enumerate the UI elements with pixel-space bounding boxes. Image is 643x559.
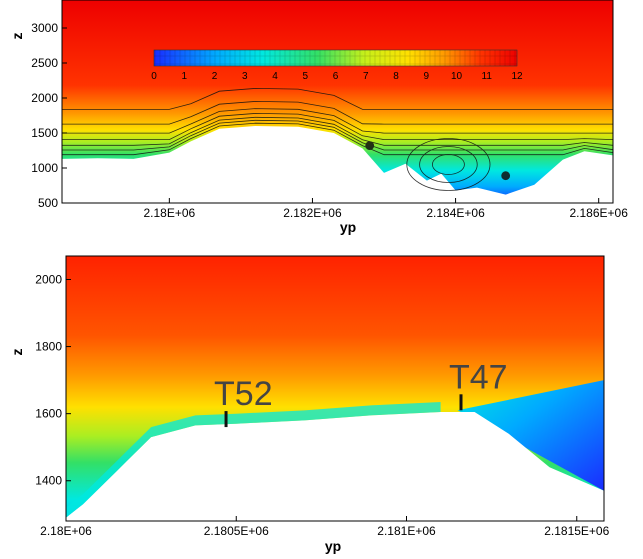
tower-label: T47 xyxy=(449,358,508,396)
streamline xyxy=(62,122,614,156)
top-y-axis-title: z xyxy=(9,33,25,40)
top-x-axis: 2.18E+06 2.182E+06 2.184E+06 2.186E+06 xyxy=(143,198,628,220)
bottom-y-tick-label: 1400 xyxy=(35,474,62,488)
colorbar-tick-label: 2 xyxy=(212,71,218,82)
top-y-tick-label: 3000 xyxy=(31,21,58,35)
streamline-eddy xyxy=(419,146,478,183)
colorbar-tick-label: 12 xyxy=(511,71,523,82)
bottom-annotations: T52 T47 xyxy=(66,358,508,518)
top-x-tick-label: 2.186E+06 xyxy=(569,206,628,220)
colorbar-tick-label: 1 xyxy=(181,71,187,82)
bottom-y-tick-label: 1800 xyxy=(35,340,62,354)
bottom-y-axis: 1400 1600 1800 2000 xyxy=(35,272,71,488)
colorbar-tick-label: 11 xyxy=(482,71,493,82)
top-y-tick-label: 2000 xyxy=(31,91,58,105)
top-streamlines xyxy=(62,87,614,191)
streamline xyxy=(62,108,613,134)
bottom-y-tick-label: 2000 xyxy=(35,272,62,286)
streamline xyxy=(62,100,613,125)
colorbar-tick-label: 0 xyxy=(151,71,157,82)
bottom-cyan-band xyxy=(66,402,441,518)
bottom-y-tick-label: 1600 xyxy=(35,407,62,421)
streamline-node xyxy=(501,171,511,181)
bottom-x-axis-title: yp xyxy=(325,538,341,554)
top-colorbar: 0 1 2 3 4 5 6 7 8 9 10 11 12 xyxy=(151,49,523,82)
top-terrain-mask xyxy=(62,126,613,203)
colorbar-tick-label: 3 xyxy=(242,71,248,82)
top-x-axis-title: yp xyxy=(340,219,356,235)
colorbar-tick-label: 7 xyxy=(363,71,369,82)
top-x-tick-label: 2.182E+06 xyxy=(283,206,342,220)
bottom-x-tick-label: 2.18E+06 xyxy=(40,524,92,538)
bottom-terrain-mask xyxy=(66,412,604,521)
top-y-axis: 500 1000 1500 2000 2500 3000 xyxy=(31,21,67,210)
top-y-tick-label: 1000 xyxy=(31,161,58,175)
colorbar-tick-label: 5 xyxy=(302,71,308,82)
top-colorbar-grid xyxy=(154,50,517,66)
streamline-eddy xyxy=(406,138,491,191)
bottom-blue-region xyxy=(457,380,604,491)
colorbar-tick-label: 6 xyxy=(333,71,339,82)
top-y-tick-label: 1500 xyxy=(31,126,58,140)
bottom-x-tick-label: 2.1805E+06 xyxy=(204,524,269,538)
top-x-tick-label: 2.184E+06 xyxy=(426,206,485,220)
streamline-node xyxy=(365,141,375,151)
top-x-tick-label: 2.18E+06 xyxy=(143,206,195,220)
top-colorbar-labels: 0 1 2 3 4 5 6 7 8 9 10 11 12 xyxy=(151,71,523,82)
bottom-x-axis: 2.18E+06 2.1805E+06 2.181E+06 2.1815E+06 xyxy=(40,516,610,538)
streamline xyxy=(62,112,614,140)
top-plot-frame xyxy=(61,0,614,204)
streamline-eddy xyxy=(432,154,465,175)
top-y-tick-label: 2500 xyxy=(31,56,58,70)
bottom-panel: T52 T47 1400 1600 1800 2000 2.18E+06 2.1805E+… xyxy=(9,255,610,554)
bottom-x-tick-label: 2.181E+06 xyxy=(377,524,436,538)
colorbar-tick-label: 4 xyxy=(272,71,278,82)
tower-label: T52 xyxy=(214,375,273,413)
colorbar-tick-label: 8 xyxy=(393,71,399,82)
streamline xyxy=(62,119,614,151)
bottom-plot-frame xyxy=(65,255,605,522)
colorbar-tick-label: 10 xyxy=(451,71,463,82)
bottom-x-tick-label: 2.1815E+06 xyxy=(544,524,609,538)
top-y-tick-label: 500 xyxy=(38,196,58,210)
streamline xyxy=(62,87,613,110)
colorbar-tick-label: 9 xyxy=(423,71,429,82)
bottom-y-axis-title: z xyxy=(9,349,25,356)
streamline xyxy=(62,116,614,146)
top-panel: 0 1 2 3 4 5 6 7 8 9 10 11 12 50010001500200025003000… xyxy=(9,0,628,235)
